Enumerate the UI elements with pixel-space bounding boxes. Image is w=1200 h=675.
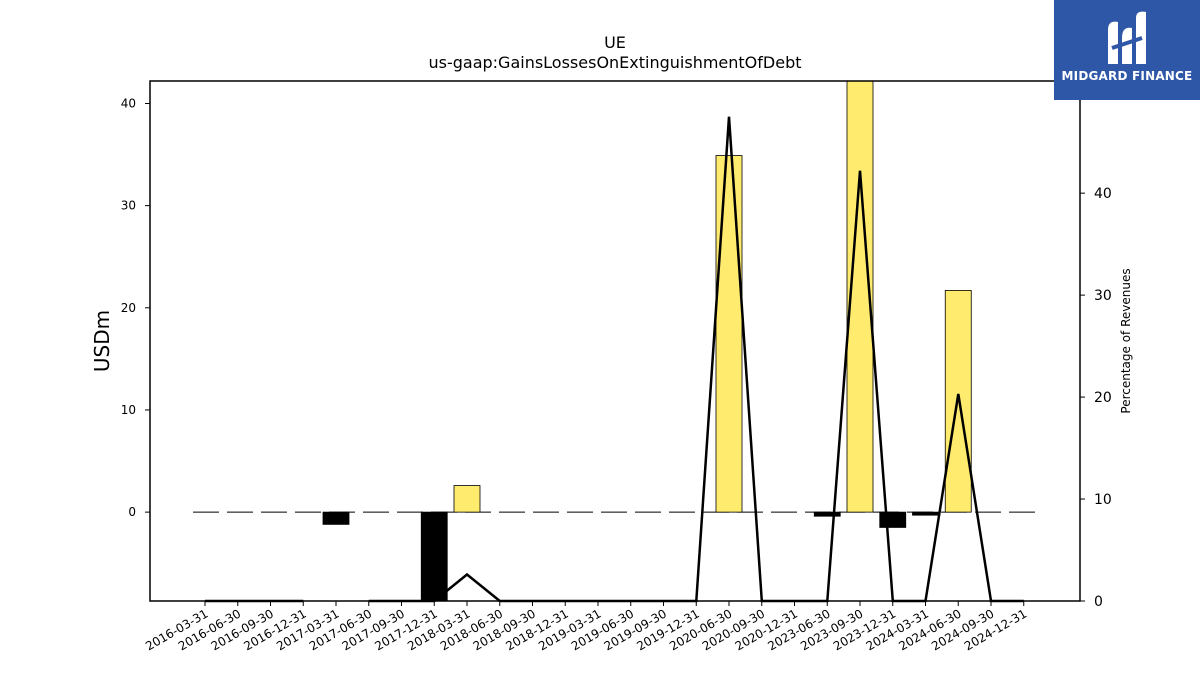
y-tick-label: 10: [121, 403, 136, 417]
y2-tick-label: 40: [1094, 186, 1112, 202]
y-axis-label: USDm: [90, 310, 114, 372]
bar: [453, 485, 481, 513]
bar: [420, 511, 448, 602]
y2-tick-label: 0: [1094, 594, 1103, 610]
y-tick-label: 0: [128, 505, 136, 519]
y2-tick-label: 20: [1094, 390, 1112, 406]
y-tick-label: 30: [121, 199, 136, 213]
chart-subtitle: us-gaap:GainsLossesOnExtinguishmentOfDeb…: [428, 53, 801, 72]
brand-logo: MIDGARD FINANCE: [1054, 0, 1200, 100]
bar: [912, 511, 939, 516]
bar: [813, 511, 841, 517]
y2-tick-label: 10: [1094, 492, 1112, 508]
line-series: [368, 116, 1024, 603]
midgard-logo-icon: [1108, 11, 1146, 65]
y2-axis-label: Percentage of Revenues: [1119, 268, 1133, 413]
y2-tick-label: 30: [1094, 288, 1112, 304]
brand-name: MIDGARD FINANCE: [1061, 69, 1193, 83]
bar: [879, 511, 907, 528]
plot-frame: [149, 80, 1081, 602]
y-tick-label: 20: [121, 301, 136, 315]
bar: [715, 155, 743, 513]
plot-area: 0102030400102030402016-03-312016-06-3020…: [121, 80, 1112, 653]
y-tick-label: 40: [121, 96, 136, 110]
chart-title: UE: [604, 33, 626, 52]
bar: [322, 511, 350, 525]
